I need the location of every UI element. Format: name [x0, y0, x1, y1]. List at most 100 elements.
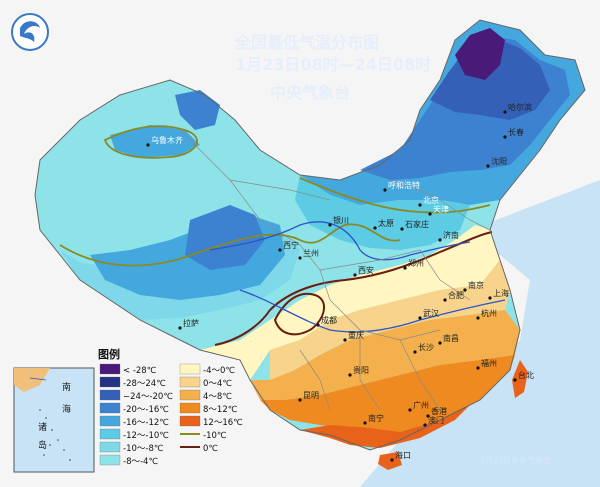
city-dot [418, 203, 422, 207]
yangtze-river [239, 289, 506, 333]
city-dot [390, 458, 394, 462]
city-dot [486, 164, 490, 168]
city-label: 南昌 [443, 333, 459, 343]
legend-label: -4～0℃ [203, 366, 235, 376]
city-dot [403, 266, 407, 270]
band-northchina-minus12 [295, 175, 470, 250]
city-label: 杭州 [481, 308, 497, 318]
band-8-12 [260, 355, 515, 432]
city-dot [503, 110, 507, 114]
city-dot [353, 273, 357, 277]
city-label: 石家庄 [405, 219, 429, 229]
legend-label: 12～16℃ [203, 418, 243, 428]
legend-label: -28～24℃ [123, 379, 166, 389]
city-label: 北京 [423, 195, 439, 205]
city-label: 昆明 [303, 391, 319, 400]
city-label: 合肥 [448, 290, 464, 300]
city-label: 福州 [481, 359, 497, 368]
city-label: 乌鲁木齐 [151, 135, 183, 145]
city-label: 上海 [493, 288, 509, 298]
city-label: 南宁 [368, 413, 384, 423]
inset-label-2: 海 [62, 403, 71, 415]
legend-swatch [99, 454, 121, 466]
city-label: 长沙 [418, 342, 434, 352]
band-northeast-below-minus28 [455, 28, 505, 80]
isotherm-minus10-line [59, 223, 401, 267]
city-dot [443, 298, 447, 302]
city-label: 银川 [333, 215, 349, 225]
city-label: 广州 [413, 400, 429, 410]
city-dot [298, 398, 302, 402]
city-dot [476, 366, 480, 370]
legend-label: -8～-4℃ [123, 457, 158, 467]
city-dot [428, 212, 432, 216]
city-dot [418, 316, 422, 320]
legend-swatch [179, 389, 201, 401]
legend-label: −24～-20℃ [123, 392, 173, 402]
city-dot [488, 296, 492, 300]
legend-swatch [99, 441, 121, 453]
city-label: 澳门 [428, 415, 444, 425]
hainan-island [378, 452, 402, 470]
city-dot [146, 143, 150, 147]
legend-swatch [179, 402, 201, 414]
inset-label-3: 诸 [38, 422, 47, 433]
legend-title: 图例 [98, 347, 120, 361]
city-dot [423, 423, 427, 427]
city-label: 贵阳 [353, 365, 369, 375]
city-label: 兰州 [303, 248, 319, 258]
city-label: 重庆 [348, 330, 364, 340]
legend-swatch [99, 402, 121, 414]
city-label: 济南 [443, 230, 459, 240]
legend-label: 8～12℃ [203, 405, 238, 415]
national-border [34, 19, 586, 451]
isotherm-0-line [214, 231, 493, 346]
city-label: 太原 [378, 218, 394, 228]
watermark: 1月23日中央气象台 [480, 455, 551, 465]
legend-swatch [99, 389, 121, 401]
city-label: 沈阳 [491, 156, 507, 166]
city-dot [278, 248, 282, 252]
legend-label: -16～-12℃ [123, 418, 169, 428]
city-label: 天津 [433, 204, 449, 214]
city-dot [476, 316, 480, 320]
legend: 图例 < -28℃ -28～24℃ −24～-20℃ -20～-16℃ -16～-12℃… [98, 347, 243, 467]
map-title: 全国最低气温分布图 [234, 33, 379, 52]
city-dot [438, 238, 442, 242]
band-minus4-0 [200, 225, 500, 380]
band-xinjiang-minus20 [175, 90, 220, 130]
band-xinjiang-minus16 [110, 125, 200, 158]
city-dot [383, 188, 387, 192]
legend-swatch [179, 415, 201, 427]
city-dot [426, 414, 430, 418]
legend-label: -12～-10℃ [123, 431, 169, 441]
isotherm-0-loop [273, 292, 325, 336]
city-label: 南京 [468, 280, 484, 290]
city-dot [348, 373, 352, 377]
legend-swatch [179, 363, 201, 375]
legend-swatch [99, 428, 121, 440]
city-label: 武汉 [423, 308, 439, 318]
isotherm-minus10-east [299, 177, 491, 214]
city-dot [463, 288, 467, 292]
city-label: 成都 [321, 315, 337, 325]
cma-logo [11, 13, 49, 51]
city-dot [178, 326, 182, 330]
legend-label: -10～-8℃ [123, 444, 164, 454]
legend-swatch [99, 376, 121, 388]
city-label: 长春 [508, 127, 524, 137]
city-label: 哈尔滨 [508, 102, 532, 112]
band-minus20-minus16 [185, 205, 265, 270]
city-dot [343, 338, 347, 342]
legend-label: 0℃ [203, 444, 218, 454]
legend-label: < -28℃ [123, 366, 157, 376]
city-label: 拉萨 [183, 318, 199, 328]
legend-label: -20～-16℃ [123, 405, 169, 415]
map-source: 中央气象台 [270, 83, 350, 102]
legend-swatch [99, 415, 121, 427]
legend-label: 0～4℃ [203, 379, 232, 389]
city-dot [298, 256, 302, 260]
